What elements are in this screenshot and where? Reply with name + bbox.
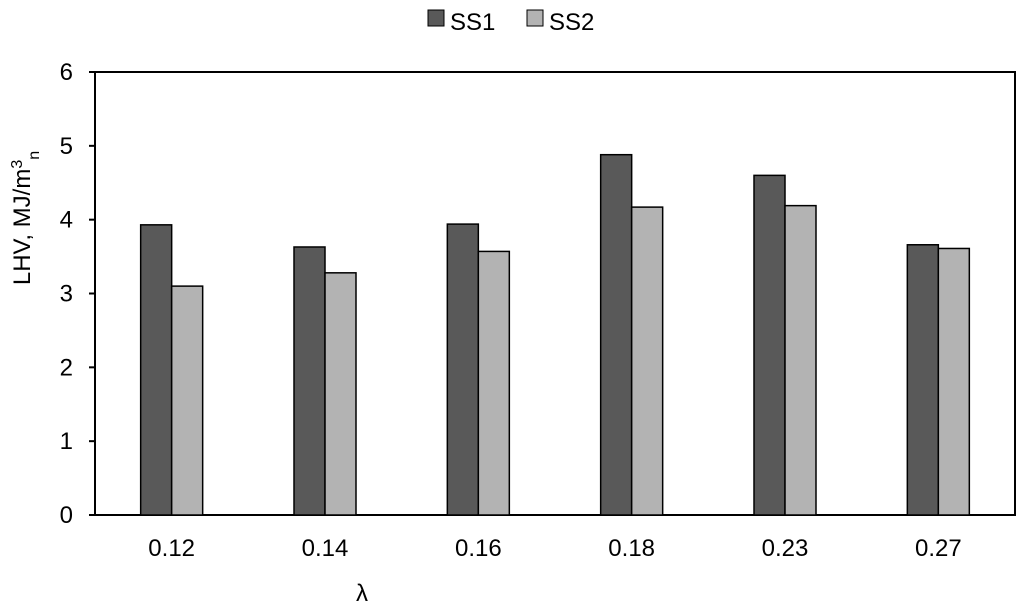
bar-ss2-0.18 bbox=[630, 206, 664, 516]
bar-ss1-0.23 bbox=[753, 174, 786, 516]
y-tick-label: 5 bbox=[60, 133, 73, 160]
y-axis-title-subscript: n bbox=[26, 151, 43, 160]
x-tick-label: 0.23 bbox=[762, 535, 809, 562]
bar-ss2-0.16 bbox=[477, 250, 511, 516]
y-tick-label: 0 bbox=[60, 502, 73, 529]
bar-ss1-0.14 bbox=[293, 246, 326, 516]
bar-ss1-0.18 bbox=[599, 153, 633, 516]
x-tick-label: 0.16 bbox=[455, 535, 502, 562]
legend-swatch-ss2 bbox=[526, 9, 544, 27]
x-axis-title: λ bbox=[356, 580, 368, 606]
y-tick-label: 2 bbox=[60, 354, 73, 381]
y-axis-title: LHV, MJ/m3n bbox=[9, 151, 43, 285]
x-axis-ticks: 0.12 0.14 0.16 0.18 0.23 0.27 bbox=[148, 535, 961, 562]
x-tick-label: 0.12 bbox=[148, 535, 195, 562]
x-tick-label: 0.14 bbox=[302, 535, 349, 562]
bar-ss1-0.12 bbox=[139, 224, 173, 516]
y-tick-label: 6 bbox=[60, 59, 73, 86]
legend-label-ss2: SS2 bbox=[549, 9, 594, 36]
y-axis-title-main: LHV, MJ/m bbox=[9, 169, 36, 285]
legend-label-ss1: SS1 bbox=[450, 9, 495, 36]
y-tick-label: 1 bbox=[60, 428, 73, 455]
legend: SS1 SS2 bbox=[427, 9, 594, 36]
y-axis-title-superscript: 3 bbox=[9, 160, 26, 169]
y-axis-ticks: 0 1 2 3 4 5 6 bbox=[60, 59, 95, 529]
y-tick-label: 4 bbox=[60, 207, 73, 234]
bar-ss2-0.12 bbox=[170, 285, 204, 516]
x-tick-label: 0.27 bbox=[915, 535, 962, 562]
bar-ss1-0.27 bbox=[906, 244, 940, 516]
legend-swatch-ss1 bbox=[427, 9, 445, 27]
bar-ss1-0.16 bbox=[446, 223, 480, 516]
bar-ss2-0.14 bbox=[324, 272, 357, 516]
bars bbox=[139, 153, 971, 516]
y-tick-label: 3 bbox=[60, 281, 73, 308]
plot-frame bbox=[94, 71, 1016, 516]
bar-ss2-0.27 bbox=[937, 247, 971, 516]
x-tick-label: 0.18 bbox=[608, 535, 655, 562]
bar-ss2-0.23 bbox=[784, 204, 817, 516]
